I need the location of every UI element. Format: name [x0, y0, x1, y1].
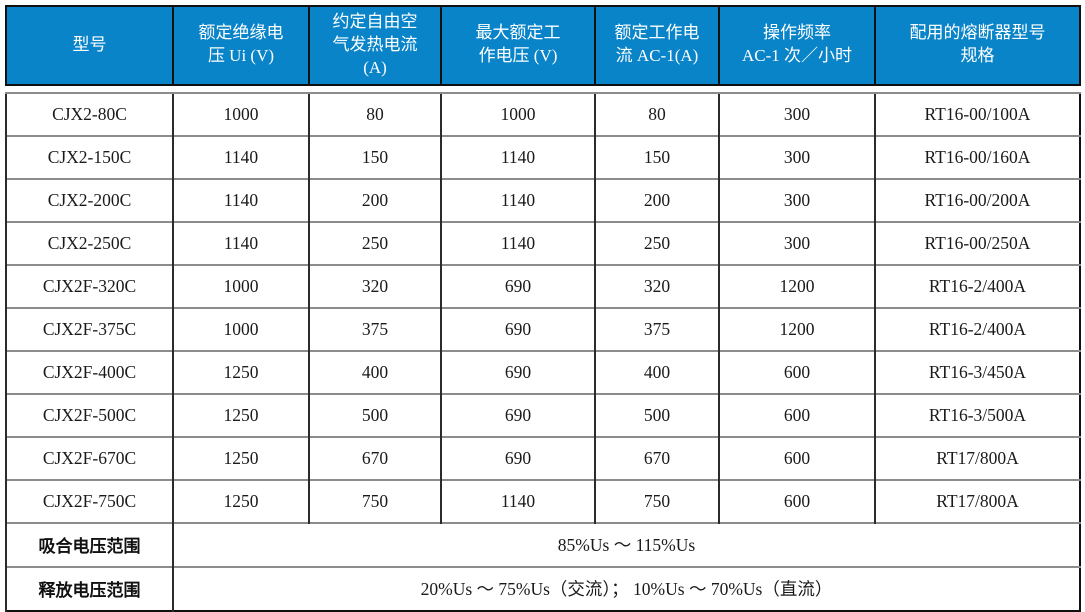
- cell-free-air-thermal-current: 670: [308, 435, 441, 480]
- cell-rated-insulation-voltage: 1000: [172, 306, 309, 351]
- cell-model: CJX2-250C: [5, 220, 173, 265]
- col-header-model: 型号: [72, 34, 107, 54]
- cell-operating-frequency: 300: [718, 91, 875, 136]
- table-row: CJX2-250C 1140 250 1140 250 300 RT16-00/…: [5, 220, 1080, 265]
- cell-max-rated-working-voltage: 690: [440, 306, 595, 351]
- table-row: CJX2-80C 1000 80 1000 80 300 RT16-00/100…: [5, 91, 1080, 136]
- cell-fuse-model: RT16-00/200A: [874, 177, 1080, 222]
- cell-rated-insulation-voltage: 1250: [172, 435, 309, 480]
- cell-rated-working-current-ac1: 250: [594, 220, 719, 265]
- cell-rated-working-current-ac1: 750: [594, 478, 719, 523]
- header-row: 型号 额定绝缘电 压 Ui (V) 约定自由空 气发热电流 (A) 最大额定工 …: [6, 6, 1080, 85]
- table-row: CJX2F-320C 1000 320 690 320 1200 RT16-2/…: [5, 263, 1080, 308]
- cell-model: CJX2F-400C: [5, 349, 173, 394]
- footer-value-pickup-voltage: 85%Us ～ 115%Us: [172, 521, 1080, 567]
- cell-free-air-thermal-current: 80: [308, 91, 441, 136]
- cell-free-air-thermal-current: 150: [308, 134, 441, 179]
- cell-fuse-model: RT16-00/160A: [874, 134, 1080, 179]
- table-row: CJX2F-750C 1250 750 1140 750 600 RT17/80…: [5, 478, 1080, 523]
- cell-operating-frequency: 300: [718, 177, 875, 222]
- col-header-operating-frequency: 操作频率 AC-1 次／小时: [718, 6, 875, 85]
- footer-value-release-voltage: 20%Us ～ 75%Us（交流）； 10%Us ～ 70%Us（直流）: [172, 565, 1080, 611]
- cell-model: CJX2F-500C: [5, 392, 173, 437]
- cell-operating-frequency: 300: [718, 220, 875, 265]
- cell-free-air-thermal-current: 375: [308, 306, 441, 351]
- cell-rated-insulation-voltage: 1140: [172, 134, 309, 179]
- cell-model: CJX2F-670C: [5, 435, 173, 480]
- cell-max-rated-working-voltage: 690: [440, 392, 595, 437]
- cell-model: CJX2-150C: [5, 134, 173, 179]
- col-header-max-rated-working-voltage: 最大额定工 作电压 (V): [440, 6, 595, 85]
- cell-model: CJX2F-375C: [5, 306, 173, 351]
- cell-free-air-thermal-current: 750: [308, 478, 441, 523]
- cell-max-rated-working-voltage: 1140: [440, 134, 595, 179]
- cell-rated-working-current-ac1: 150: [594, 134, 719, 179]
- cell-fuse-model: RT16-3/500A: [874, 392, 1080, 437]
- footer-row-pickup-voltage: 吸合电压范围 85%Us ～ 115%Us: [5, 521, 1080, 567]
- cell-fuse-model: RT16-2/400A: [874, 306, 1080, 351]
- cell-rated-working-current-ac1: 80: [594, 91, 719, 136]
- cell-rated-insulation-voltage: 1000: [172, 263, 309, 308]
- cell-free-air-thermal-current: 200: [308, 177, 441, 222]
- cell-rated-working-current-ac1: 500: [594, 392, 719, 437]
- table-row: CJX2-150C 1140 150 1140 150 300 RT16-00/…: [5, 134, 1080, 179]
- cell-fuse-model: RT16-2/400A: [874, 263, 1080, 308]
- col-header-free-air-thermal-current: 约定自由空 气发热电流 (A): [308, 6, 441, 85]
- table-row: CJX2F-500C 1250 500 690 500 600 RT16-3/5…: [5, 392, 1080, 437]
- cell-max-rated-working-voltage: 690: [440, 349, 595, 394]
- cell-operating-frequency: 300: [718, 134, 875, 179]
- table-row: CJX2-200C 1140 200 1140 200 300 RT16-00/…: [5, 177, 1080, 222]
- cell-rated-insulation-voltage: 1250: [172, 478, 309, 523]
- spec-table-body: CJX2-80C 1000 80 1000 80 300 RT16-00/100…: [5, 91, 1081, 612]
- cell-fuse-model: RT16-00/250A: [874, 220, 1080, 265]
- cell-rated-working-current-ac1: 320: [594, 263, 719, 308]
- cell-max-rated-working-voltage: 690: [440, 263, 595, 308]
- cell-rated-working-current-ac1: 200: [594, 177, 719, 222]
- table-row: CJX2F-670C 1250 670 690 670 600 RT17/800…: [5, 435, 1080, 480]
- cell-operating-frequency: 1200: [718, 306, 875, 351]
- cell-rated-insulation-voltage: 1250: [172, 349, 309, 394]
- cell-max-rated-working-voltage: 690: [440, 435, 595, 480]
- cell-rated-working-current-ac1: 670: [594, 435, 719, 480]
- cell-rated-insulation-voltage: 1140: [172, 220, 309, 265]
- table-row: CJX2F-375C 1000 375 690 375 1200 RT16-2/…: [5, 306, 1080, 351]
- cell-max-rated-working-voltage: 1140: [440, 478, 595, 523]
- cell-fuse-model: RT17/800A: [874, 435, 1080, 480]
- table-row: CJX2F-400C 1250 400 690 400 600 RT16-3/4…: [5, 349, 1080, 394]
- cell-rated-working-current-ac1: 400: [594, 349, 719, 394]
- cell-operating-frequency: 600: [718, 392, 875, 437]
- cell-max-rated-working-voltage: 1140: [440, 220, 595, 265]
- cell-model: CJX2-80C: [5, 91, 173, 136]
- rows-container: CJX2-80C 1000 80 1000 80 300 RT16-00/100…: [5, 91, 1080, 611]
- cell-rated-insulation-voltage: 1140: [172, 177, 309, 222]
- cell-rated-working-current-ac1: 375: [594, 306, 719, 351]
- cell-max-rated-working-voltage: 1140: [440, 177, 595, 222]
- cell-free-air-thermal-current: 250: [308, 220, 441, 265]
- cell-fuse-model: RT17/800A: [874, 478, 1080, 523]
- col-header-rated-insulation-voltage: 额定绝缘电 压 Ui (V): [172, 6, 309, 85]
- cell-free-air-thermal-current: 400: [308, 349, 441, 394]
- footer-label-pickup-voltage: 吸合电压范围: [5, 521, 173, 567]
- cell-operating-frequency: 600: [718, 435, 875, 480]
- col-header-fuse-model: 配用的熔断器型号 规格: [874, 6, 1080, 85]
- cell-rated-insulation-voltage: 1000: [172, 91, 309, 136]
- footer-label-release-voltage: 释放电压范围: [5, 565, 173, 611]
- cell-rated-insulation-voltage: 1250: [172, 392, 309, 437]
- cell-operating-frequency: 600: [718, 478, 875, 523]
- col-header-rated-working-current-ac1: 额定工作电 流 AC-1(A): [594, 6, 719, 85]
- cell-free-air-thermal-current: 500: [308, 392, 441, 437]
- cell-operating-frequency: 1200: [718, 263, 875, 308]
- cell-free-air-thermal-current: 320: [308, 263, 441, 308]
- cell-fuse-model: RT16-00/100A: [874, 91, 1080, 136]
- footer-row-release-voltage: 释放电压范围 20%Us ～ 75%Us（交流）； 10%Us ～ 70%Us（…: [5, 565, 1080, 611]
- cell-operating-frequency: 600: [718, 349, 875, 394]
- cell-fuse-model: RT16-3/450A: [874, 349, 1080, 394]
- cell-model: CJX2-200C: [5, 177, 173, 222]
- spec-table-header: 型号 额定绝缘电 压 Ui (V) 约定自由空 气发热电流 (A) 最大额定工 …: [5, 5, 1081, 86]
- cell-model: CJX2F-750C: [5, 478, 173, 523]
- cell-model: CJX2F-320C: [5, 263, 173, 308]
- cell-max-rated-working-voltage: 1000: [440, 91, 595, 136]
